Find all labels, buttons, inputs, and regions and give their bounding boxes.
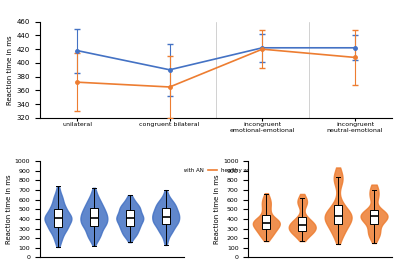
Y-axis label: Reaction time in ms: Reaction time in ms <box>214 175 220 244</box>
PathPatch shape <box>90 208 98 226</box>
PathPatch shape <box>162 208 170 224</box>
PathPatch shape <box>126 209 134 226</box>
PathPatch shape <box>334 205 342 224</box>
Y-axis label: Reaction time in ms: Reaction time in ms <box>7 35 13 105</box>
Legend: participants with AN, healthy weight participants: participants with AN, healthy weight par… <box>133 165 299 175</box>
Y-axis label: Reaction time in ms: Reaction time in ms <box>6 175 12 244</box>
PathPatch shape <box>262 215 270 228</box>
PathPatch shape <box>54 209 62 227</box>
PathPatch shape <box>298 217 306 231</box>
PathPatch shape <box>370 210 378 224</box>
